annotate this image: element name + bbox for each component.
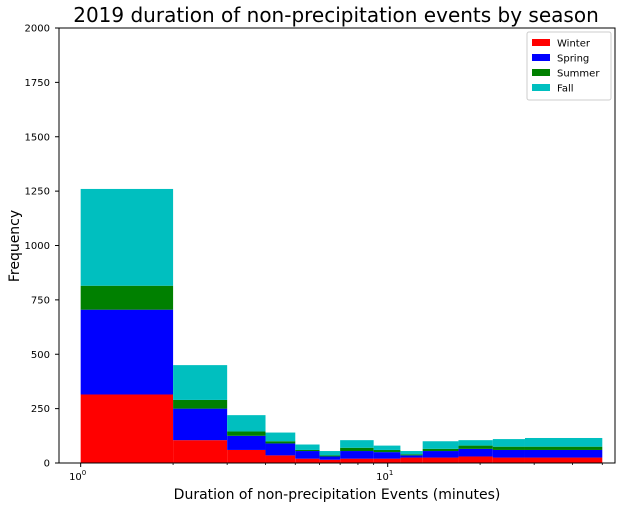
bar-spring-bin-8 xyxy=(400,455,423,458)
y-tick-label: 1000 xyxy=(25,241,50,252)
bar-summer-bin-11 xyxy=(492,446,525,450)
bar-spring-bin-1 xyxy=(173,408,228,441)
y-tick-label: 500 xyxy=(31,350,50,361)
bar-winter-bin-10 xyxy=(458,456,493,463)
legend-label-fall: Fall xyxy=(557,84,574,95)
bars-group xyxy=(80,188,603,463)
x-tick-exponent: 0 xyxy=(82,469,86,477)
bar-fall-bin-9 xyxy=(422,441,459,449)
bar-spring-bin-5 xyxy=(319,456,341,460)
bar-fall-bin-11 xyxy=(492,439,525,447)
bar-summer-bin-3 xyxy=(265,441,296,444)
bar-winter-bin-12 xyxy=(524,457,603,463)
bar-fall-bin-5 xyxy=(319,451,341,456)
legend-swatch-winter xyxy=(532,39,550,46)
legend-swatch-spring xyxy=(532,54,550,61)
bar-summer-bin-4 xyxy=(295,449,320,452)
bar-winter-bin-11 xyxy=(492,457,525,463)
x-tick-label: 101 xyxy=(376,469,393,483)
legend: Winter Spring Summer Fall xyxy=(526,31,612,101)
bar-spring-bin-11 xyxy=(492,449,525,458)
bar-fall-bin-12 xyxy=(524,437,603,447)
bar-summer-bin-2 xyxy=(227,431,266,436)
y-tick-label: 750 xyxy=(31,295,50,306)
legend-label-spring: Spring xyxy=(557,54,589,65)
legend-swatch-summer xyxy=(532,69,550,76)
bar-winter-bin-6 xyxy=(340,458,374,463)
bar-summer-bin-12 xyxy=(524,446,603,450)
bar-winter-bin-5 xyxy=(319,459,341,463)
bar-fall-bin-3 xyxy=(265,432,296,442)
x-tick-label: 100 xyxy=(69,469,86,483)
bar-winter-bin-0 xyxy=(80,394,174,463)
legend-swatch-fall xyxy=(532,84,550,91)
y-tick-label: 0 xyxy=(44,459,50,470)
bar-spring-bin-2 xyxy=(227,435,266,450)
bar-fall-bin-6 xyxy=(340,440,374,448)
bar-winter-bin-3 xyxy=(265,455,296,463)
bar-spring-bin-12 xyxy=(524,449,603,458)
bar-spring-bin-4 xyxy=(295,451,320,459)
bar-winter-bin-8 xyxy=(400,457,423,463)
bar-fall-bin-2 xyxy=(227,415,266,432)
bar-winter-bin-1 xyxy=(173,440,228,463)
bar-winter-bin-7 xyxy=(373,458,401,463)
x-tick-exponent: 1 xyxy=(389,469,393,477)
y-tick-label: 250 xyxy=(31,404,50,415)
bar-fall-bin-10 xyxy=(458,440,493,446)
legend-box xyxy=(526,31,612,101)
bar-summer-bin-6 xyxy=(340,447,374,452)
bar-winter-bin-2 xyxy=(227,449,266,463)
bar-summer-bin-1 xyxy=(173,399,228,409)
y-tick-label: 2000 xyxy=(25,24,50,35)
bar-summer-bin-0 xyxy=(80,285,174,310)
y-axis-ticks: 0 250 500 750 1000 1250 1500 1750 2000 xyxy=(25,24,59,470)
bar-fall-bin-7 xyxy=(373,445,401,450)
bar-spring-bin-6 xyxy=(340,451,374,459)
bar-spring-bin-9 xyxy=(422,451,459,458)
bar-spring-bin-10 xyxy=(458,448,493,457)
x-axis-ticks: 100 101 xyxy=(69,463,603,483)
legend-label-winter: Winter xyxy=(557,39,591,50)
bar-summer-bin-10 xyxy=(458,445,493,449)
bar-spring-bin-3 xyxy=(265,443,296,456)
y-tick-label: 1500 xyxy=(25,132,50,143)
x-axis-label: Duration of non-precipitation Events (mi… xyxy=(174,487,501,503)
y-axis-label: Frequency xyxy=(7,210,23,282)
bar-spring-bin-0 xyxy=(80,309,174,395)
y-tick-label: 1750 xyxy=(25,78,50,89)
bar-fall-bin-4 xyxy=(295,444,320,450)
bar-summer-bin-7 xyxy=(373,449,401,453)
bar-summer-bin-9 xyxy=(422,448,459,452)
bar-fall-bin-1 xyxy=(173,365,228,400)
bar-fall-bin-8 xyxy=(400,451,423,455)
bar-spring-bin-7 xyxy=(373,452,401,459)
legend-label-summer: Summer xyxy=(557,69,600,80)
y-tick-label: 1250 xyxy=(25,187,50,198)
bar-winter-bin-9 xyxy=(422,457,459,463)
chart-title: 2019 duration of non-precipitation event… xyxy=(73,3,599,27)
bar-summer-bin-5 xyxy=(319,455,341,457)
bar-summer-bin-8 xyxy=(400,454,423,456)
bar-fall-bin-0 xyxy=(80,188,174,286)
bar-winter-bin-4 xyxy=(295,458,320,463)
